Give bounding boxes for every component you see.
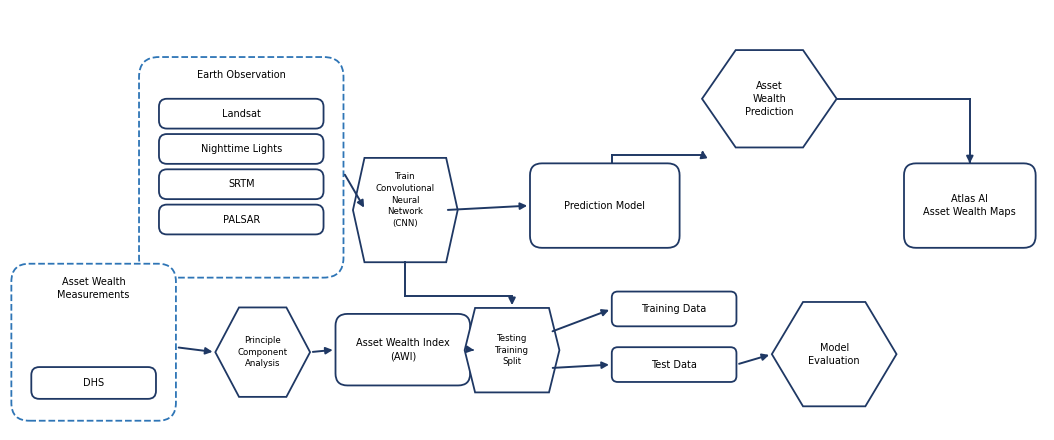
FancyBboxPatch shape: [159, 134, 324, 164]
FancyBboxPatch shape: [159, 99, 324, 128]
Text: Train
Convolutional
Neural
Network
(CNN): Train Convolutional Neural Network (CNN): [376, 172, 435, 228]
Text: Training Data: Training Data: [642, 304, 707, 314]
FancyBboxPatch shape: [159, 169, 324, 199]
FancyBboxPatch shape: [12, 264, 176, 421]
FancyBboxPatch shape: [335, 314, 470, 385]
FancyBboxPatch shape: [611, 347, 737, 382]
FancyBboxPatch shape: [139, 57, 344, 278]
Polygon shape: [215, 308, 310, 397]
FancyBboxPatch shape: [611, 292, 737, 326]
Text: Testing
Training
Split: Testing Training Split: [495, 334, 529, 367]
Polygon shape: [353, 158, 457, 262]
Polygon shape: [465, 308, 560, 392]
Polygon shape: [702, 50, 837, 147]
FancyBboxPatch shape: [32, 367, 156, 399]
Text: Asset
Wealth
Prediction: Asset Wealth Prediction: [745, 81, 794, 117]
Text: Prediction Model: Prediction Model: [564, 201, 645, 211]
FancyBboxPatch shape: [159, 205, 324, 235]
Text: PALSAR: PALSAR: [222, 215, 260, 224]
Text: Asset Wealth
Measurements: Asset Wealth Measurements: [58, 277, 130, 300]
Text: Principle
Component
Analysis: Principle Component Analysis: [237, 336, 288, 368]
Text: DHS: DHS: [83, 378, 104, 388]
FancyBboxPatch shape: [530, 163, 680, 248]
FancyBboxPatch shape: [904, 163, 1036, 248]
Text: Model
Evaluation: Model Evaluation: [808, 343, 860, 366]
Text: Asset Wealth Index
(AWI): Asset Wealth Index (AWI): [356, 338, 450, 361]
Text: Nighttime Lights: Nighttime Lights: [200, 144, 281, 154]
Text: Test Data: Test Data: [651, 359, 697, 370]
Text: Earth Observation: Earth Observation: [197, 70, 286, 80]
Text: SRTM: SRTM: [228, 179, 255, 189]
Text: Landsat: Landsat: [221, 109, 260, 119]
Text: Atlas AI
Asset Wealth Maps: Atlas AI Asset Wealth Maps: [923, 194, 1016, 217]
Polygon shape: [772, 302, 897, 406]
